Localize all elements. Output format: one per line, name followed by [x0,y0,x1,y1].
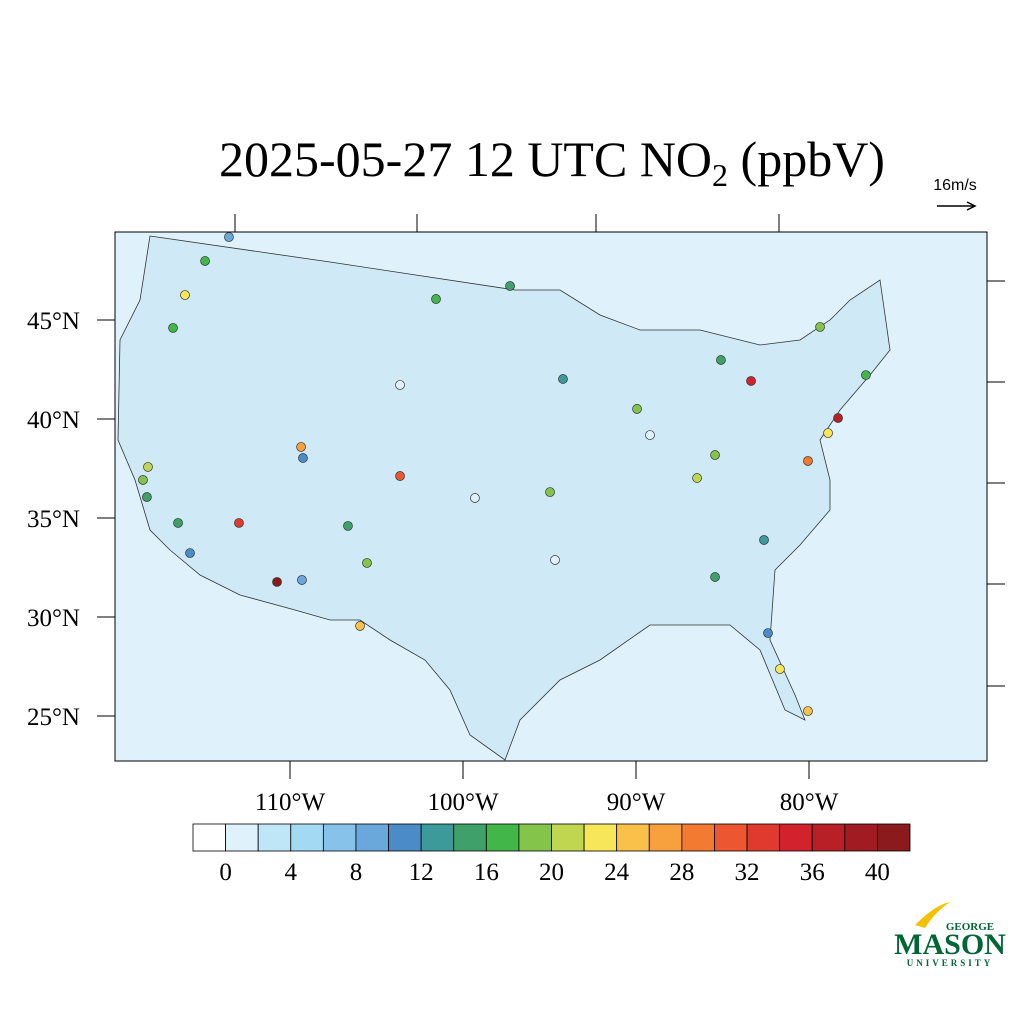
station [716,355,726,365]
station [343,521,353,531]
colorbar-box [192,823,226,852]
station [362,558,372,568]
station [861,370,871,380]
station [558,374,568,384]
colorbar-box [877,823,911,852]
station [470,493,480,503]
colorbar-tick-label: 32 [735,859,760,886]
colorbar-box [746,823,781,852]
title-main: 2025-05-27 12 UTC NO [219,131,712,187]
station [355,621,365,631]
colorbar-box [551,823,585,852]
colorbar-box [518,823,552,852]
station [645,430,655,440]
station [234,518,244,528]
reference-arrow [937,201,977,211]
colorbar-box [485,823,520,852]
colorbar-box [648,823,683,852]
logo-bottom: UNIVERSITY [907,958,994,968]
lon-tick-label: 100°W [427,789,498,816]
station [763,628,773,638]
station [803,456,813,466]
colorbar-box [811,823,846,852]
title-subscript: 2 [712,157,728,193]
station [746,376,756,386]
station [395,471,405,481]
colorbar-box [225,823,259,852]
logo-swoosh [915,902,950,928]
station [180,290,190,300]
logo-top: GEORGE [946,921,994,933]
frame-ticks [234,214,1005,687]
colorbar-box [420,823,455,852]
lat-tick-label: 25°N [27,704,80,731]
colorbar-tick-label: 8 [350,859,363,886]
station [297,575,307,585]
station [815,322,825,332]
colorbar-tick-label: 0 [219,859,232,886]
station [138,475,148,485]
colorbar-box [388,823,422,852]
station [224,232,234,242]
colorbar-box [257,823,292,852]
station [833,413,843,423]
station [272,577,282,587]
colorbar-tick-label: 4 [285,859,298,886]
station [185,548,195,558]
colorbar-box [355,823,389,852]
station [692,473,702,483]
station [173,518,183,528]
colorbar-tick-label: 20 [539,859,564,886]
colorbar-tick-label: 36 [800,859,825,886]
lat-tick-label: 35°N [27,506,80,533]
station [200,256,210,266]
lat-tick-label: 30°N [27,605,80,632]
us-outline [117,235,891,761]
station [431,294,441,304]
station [296,442,306,452]
station [298,453,308,463]
station [545,487,555,497]
station [395,380,405,390]
colorbar-box [290,823,324,852]
station [775,664,785,674]
colorbar-box [844,823,878,852]
station [823,428,833,438]
station [710,450,720,460]
colorbar-tick-label: 40 [865,859,890,886]
colorbar-box [779,823,813,852]
colorbar-box [616,823,650,852]
station [550,555,560,565]
colorbar-tick-label: 12 [409,859,434,886]
lon-tick-label: 90°W [607,789,666,816]
logo: GEORGE MASON UNIVERSITY [894,902,1006,968]
reference-vector-label: 16m/s [933,177,977,194]
colorbar-box [453,823,487,852]
colorbar-box [322,823,357,852]
station [803,706,813,716]
colorbar-tick-label: 28 [669,859,694,886]
station [759,535,769,545]
station [143,462,153,472]
logo-main: MASON [894,928,1006,961]
colorbar-box [583,823,618,852]
station [168,323,178,333]
colorbar-box [714,823,748,852]
lat-tick-label: 40°N [27,407,80,434]
station [632,404,642,414]
colorbar-tick-label: 24 [604,859,630,886]
title: 2025-05-27 12 UTC NO2 (ppbV) [219,131,885,193]
lon-tick-label: 110°W [255,789,326,816]
colorbar-tick-label: 16 [474,859,499,886]
station [142,492,152,502]
station [710,572,720,582]
station [505,281,515,291]
lat-tick-label: 45°N [27,308,80,335]
colorbar-box [681,823,715,852]
lon-tick-label: 80°W [780,789,839,816]
title-tail: (ppbV) [728,131,885,187]
